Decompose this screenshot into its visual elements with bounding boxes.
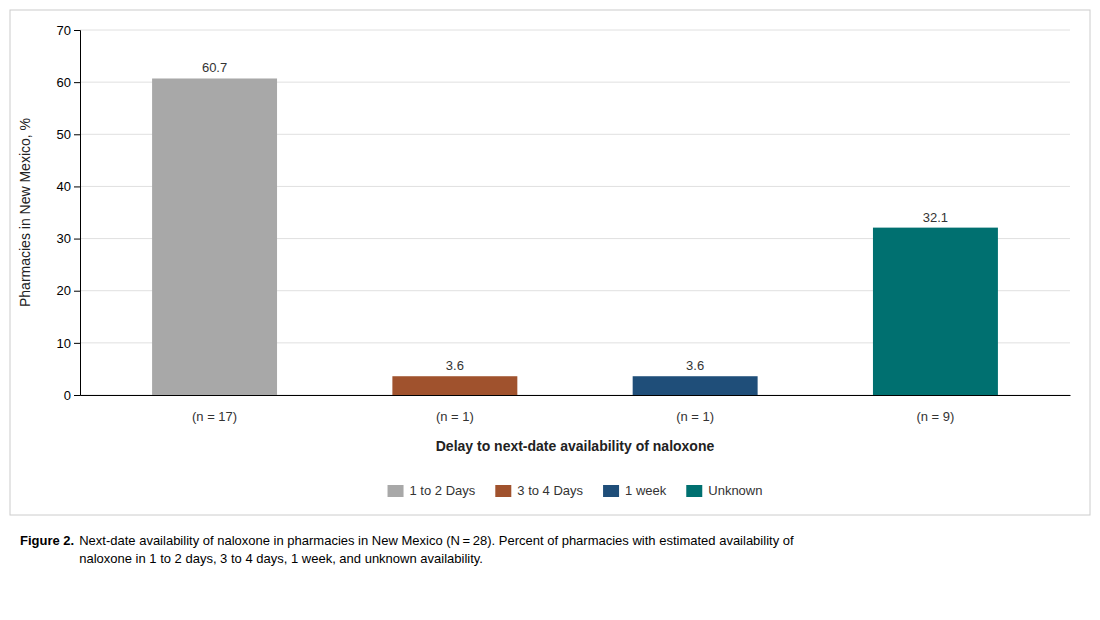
annotation: (n = 1) xyxy=(676,409,714,424)
y-tick-label: 30 xyxy=(57,231,71,246)
y-tick: 70 xyxy=(57,23,80,38)
data-label: 3.6 xyxy=(686,358,704,373)
data-label: 3.6 xyxy=(446,358,464,373)
y-tick-label: 0 xyxy=(64,388,71,403)
annotation: (n = 9) xyxy=(916,409,954,424)
caption: Next-date availability of naloxone in ph… xyxy=(79,533,794,566)
x-axis-line xyxy=(81,395,1071,396)
y-tick-mark xyxy=(74,134,80,135)
bar xyxy=(152,78,277,395)
y-tick: 10 xyxy=(57,336,80,351)
grid-line xyxy=(80,30,1070,31)
bar xyxy=(873,228,998,395)
y-tick-mark xyxy=(74,186,80,187)
annotation: (n = 1) xyxy=(436,409,474,424)
y-axis-title: Pharmacies in New Mexico, % xyxy=(17,118,33,307)
annotation: (n = 17) xyxy=(192,409,237,424)
chart: 01020304050607060.73.63.632.1(n = 17)(n … xyxy=(0,0,1100,620)
legend-label: 3 to 4 Days xyxy=(517,483,583,498)
legend-swatch xyxy=(495,485,511,497)
y-tick-mark xyxy=(74,239,80,240)
data-labels: 60.7 3.6 3.6 32.1 xyxy=(202,60,948,373)
legend-item: Unknown xyxy=(686,483,762,498)
data-label: 60.7 xyxy=(202,60,227,75)
y-tick: 40 xyxy=(57,179,80,194)
y-tick-mark xyxy=(74,291,80,292)
y-tick-label: 60 xyxy=(57,75,71,90)
caption-label: Figure 2. xyxy=(20,533,74,548)
y-tick-label: 70 xyxy=(57,23,71,38)
plot: 01020304050607060.73.63.632.1(n = 17)(n … xyxy=(17,23,1071,454)
x-axis-title: Delay to next-date availability of nalox… xyxy=(436,438,715,454)
legend-swatch xyxy=(686,485,702,497)
y-tick-label: 40 xyxy=(57,179,71,194)
y-axis: 0 10 20 30 40 50 60 70 xyxy=(57,23,81,403)
annotations: (n = 17) (n = 1) (n = 1) (n = 9) xyxy=(192,409,954,424)
chart-border xyxy=(10,10,1090,515)
y-tick-mark xyxy=(74,82,80,83)
y-tick-label: 50 xyxy=(57,127,71,142)
legend-item: 3 to 4 Days xyxy=(495,483,583,498)
legend: 1 to 2 Days 3 to 4 Days 1 week Unknown xyxy=(388,483,763,498)
y-tick-mark xyxy=(74,395,80,396)
y-tick-label: 20 xyxy=(57,283,71,298)
bar xyxy=(392,376,517,395)
y-tick-mark xyxy=(74,30,80,31)
legend-label: 1 to 2 Days xyxy=(410,483,476,498)
data-label: 32.1 xyxy=(923,210,948,225)
y-tick: 50 xyxy=(57,127,80,142)
legend-item: 1 to 2 Days xyxy=(388,483,476,498)
legend-swatch xyxy=(603,485,619,497)
caption-line: Next-date availability of naloxone in ph… xyxy=(79,533,794,548)
bar xyxy=(633,376,758,395)
y-tick: 0 xyxy=(64,388,80,403)
y-tick-label: 10 xyxy=(57,336,71,351)
y-tick: 20 xyxy=(57,283,80,298)
y-tick-mark xyxy=(74,343,80,344)
x-axis xyxy=(81,395,1071,397)
legend-swatch xyxy=(388,485,404,497)
legend-label: Unknown xyxy=(708,483,762,498)
y-axis-line xyxy=(74,31,81,396)
caption-line: naloxone in 1 to 2 days, 3 to 4 days, 1 … xyxy=(79,551,483,566)
bars xyxy=(152,78,998,395)
grid xyxy=(80,30,1070,395)
legend-label: 1 week xyxy=(625,483,667,498)
y-tick: 30 xyxy=(57,231,80,246)
y-tick: 60 xyxy=(57,75,80,90)
legend-item: 1 week xyxy=(603,483,667,498)
